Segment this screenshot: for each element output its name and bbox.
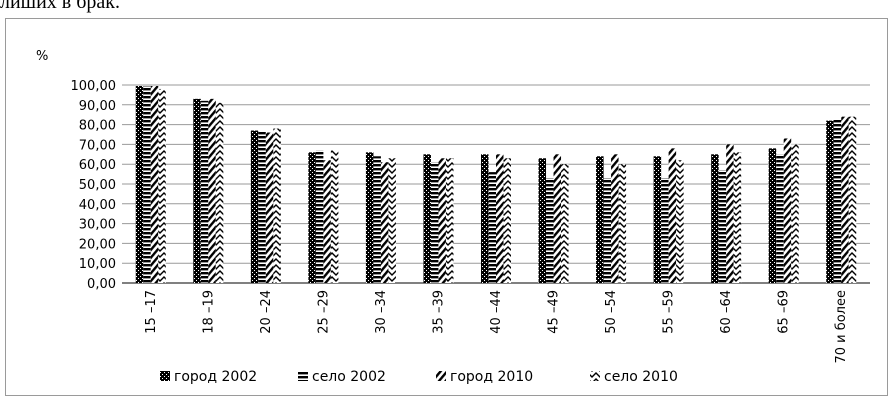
bar (423, 154, 431, 283)
bar (726, 144, 734, 283)
bar (783, 138, 792, 283)
bar (135, 85, 144, 284)
bar (848, 116, 857, 284)
bar (330, 150, 339, 283)
bar (653, 156, 662, 283)
x-tick-label: 35 –39 (431, 290, 446, 334)
legend-label: город 2002 (174, 369, 257, 385)
y-axis-ticks: 0,00 10,00 20,00 30,00 40,00 50,00 60,00 70,00 8… (71, 79, 117, 292)
x-tick-label: 50 –54 (604, 290, 619, 334)
bar (430, 162, 439, 283)
x-tick-label: 65 –69 (777, 290, 792, 334)
legend-swatch (436, 371, 446, 381)
bar (215, 102, 224, 283)
bars (135, 85, 857, 284)
bar (380, 162, 389, 283)
bar (603, 178, 612, 283)
bar (668, 148, 677, 283)
x-tick-label: 18 –19 (201, 290, 216, 334)
bar (488, 172, 496, 283)
bar (561, 164, 569, 283)
x-tick-label: 70 и более (834, 290, 849, 364)
x-tick-label: 40 –44 (489, 290, 504, 334)
x-tick-label: 25 –29 (316, 290, 331, 334)
bar (496, 154, 504, 283)
bar (841, 116, 849, 284)
bar (481, 154, 489, 283)
bar (323, 160, 331, 283)
y-tick-label: 10,00 (79, 257, 116, 272)
y-tick-label: 0,00 (87, 277, 116, 292)
bar (438, 158, 446, 283)
header-fragment: лиших в брак. (0, 0, 120, 13)
legend-label: село 2002 (312, 369, 386, 385)
y-tick-label: 20,00 (79, 237, 116, 252)
bar (193, 98, 201, 283)
bar (538, 158, 547, 283)
legend-swatch (298, 371, 308, 381)
bar (365, 152, 374, 283)
y-tick-label: 70,00 (79, 138, 116, 153)
bar (388, 158, 396, 283)
y-tick-label: 50,00 (79, 178, 116, 193)
bar (158, 88, 166, 284)
bar (250, 130, 259, 283)
y-tick-label: 30,00 (79, 218, 116, 233)
legend-label: город 2010 (450, 369, 533, 385)
bar (150, 85, 159, 284)
bar (445, 158, 454, 283)
bar (833, 118, 842, 283)
x-tick-label: 45 –49 (547, 290, 562, 334)
bar (711, 154, 719, 283)
bar (273, 128, 281, 283)
bar (791, 144, 799, 283)
bar (776, 154, 784, 283)
legend-label: село 2010 (604, 369, 678, 385)
bar (265, 132, 274, 283)
bar (618, 164, 627, 283)
legend-swatch (160, 371, 170, 381)
bar (208, 98, 216, 283)
y-tick-label: 90,00 (79, 99, 116, 114)
y-tick-label: 40,00 (79, 198, 116, 213)
bar (546, 178, 554, 283)
legend: город 2002 село 2002 город 2010 село 2010 (160, 369, 678, 385)
y-axis-label: % (36, 49, 48, 64)
y-tick-label: 60,00 (79, 158, 116, 173)
bar (315, 150, 324, 283)
x-tick-label: 60 –64 (719, 290, 734, 334)
bar (768, 148, 777, 283)
x-tick-label: 20 –24 (259, 290, 274, 334)
y-tick-label: 100,00 (71, 79, 117, 94)
bar (373, 156, 381, 283)
bar (676, 160, 684, 283)
bar (718, 170, 727, 283)
x-tick-label: 55 –59 (662, 290, 677, 334)
legend-swatch (590, 371, 600, 381)
bar (308, 152, 316, 283)
bar (826, 120, 834, 283)
bar (503, 158, 511, 283)
bar (258, 130, 266, 283)
bar (596, 156, 604, 283)
bar (661, 178, 669, 283)
x-tick-label: 30 –34 (374, 290, 389, 334)
bar (143, 85, 151, 284)
bar (611, 154, 619, 283)
bar (200, 100, 209, 283)
x-tick-label: 15 –17 (144, 290, 159, 334)
bar (733, 152, 742, 283)
bar (553, 154, 562, 283)
x-axis-ticks: 15 –17 18 –19 20 –24 25 –29 30 –34 35 –39 40 –… (144, 290, 849, 364)
y-tick-label: 80,00 (79, 119, 116, 134)
